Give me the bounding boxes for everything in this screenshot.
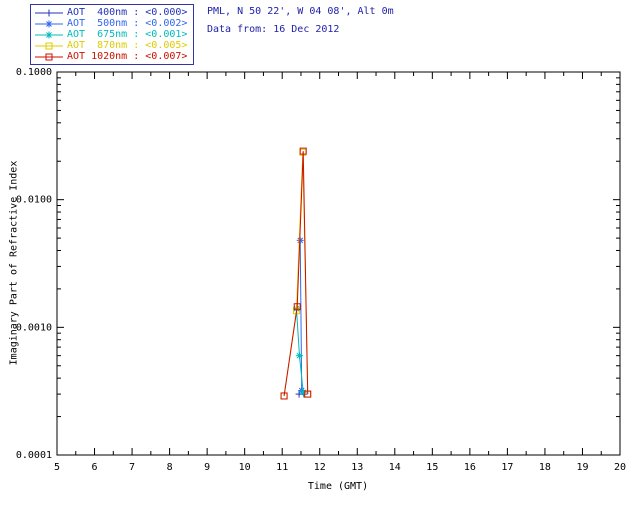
y-tick-label: 0.1000 [16,67,52,78]
series-marker [46,21,52,27]
legend-swatch-400nm [35,9,63,17]
plot-frame [56,71,621,456]
legend-label: AOT 500nm : [67,18,146,29]
x-tick-label: 11 [276,462,288,473]
legend-row-870nm: AOT 870nm : <0.005> [34,40,187,51]
x-tick-label: 13 [351,462,363,473]
series-line-aot-675nm [295,308,304,393]
legend-box: AOT 400nm : <0.000> AOT 500nm : <0.002> … [30,4,195,65]
legend-value: <0.000> [145,7,188,18]
x-tick-label: 6 [92,462,98,473]
series-line-aot-1020nm [283,151,309,397]
x-tick-label: 16 [464,462,476,473]
x-tick-label: 18 [539,462,551,473]
legend-swatch-1020nm [35,53,63,61]
y-tick-label: 0.0001 [16,450,52,461]
x-tick-label: 5 [54,462,60,473]
x-tick-label: 10 [239,462,251,473]
x-tick-label: 14 [389,462,401,473]
legend-row-400nm: AOT 400nm : <0.000> [34,7,187,18]
legend-value: <0.001> [145,29,188,40]
legend-row-1020nm: AOT 1020nm : <0.007> [34,51,187,62]
legend-label: AOT 400nm : [67,7,146,18]
legend-row-500nm: AOT 500nm : <0.002> [34,18,187,29]
x-tick-label: 15 [426,462,438,473]
data-date-text: Data from: 16 Dec 2012 [207,24,340,35]
series-marker [299,147,307,155]
legend-value: <0.002> [145,18,188,29]
x-tick-label: 20 [614,462,626,473]
y-tick-label: 0.0100 [16,195,52,206]
series-marker [304,390,312,398]
legend-swatch-870nm [35,42,63,50]
legend-swatch-500nm [35,20,63,28]
y-axis-label: Imaginary Part of Refractive Index [8,160,20,366]
legend-row-675nm: AOT 675nm : <0.001> [34,29,187,40]
series-marker [296,352,303,359]
x-tick-label: 9 [204,462,210,473]
x-tick-label: 7 [129,462,135,473]
x-axis-label: Time (GMT) [307,481,369,492]
legend-value: <0.005> [145,40,188,51]
y-tick-label: 0.0010 [16,322,52,333]
x-tick-label: 12 [314,462,326,473]
legend-label: AOT 1020nm : [67,51,146,62]
series-line-aot-500nm [299,240,303,391]
plot-header: PML, N 50 22', W 04 08', Alt 0m Data fro… [207,6,394,36]
legend-value: <0.007> [145,51,188,62]
legend-swatch-675nm [35,31,63,39]
x-tick-label: 19 [576,462,588,473]
site-location-text: PML, N 50 22', W 04 08', Alt 0m [207,6,394,17]
legend-label: AOT 675nm : [67,29,146,40]
series-marker [280,392,288,400]
series-marker [293,303,301,311]
x-tick-label: 8 [167,462,173,473]
x-tick-label: 17 [501,462,513,473]
series-marker [45,42,53,50]
series-marker [45,53,53,61]
legend-label: AOT 870nm : [67,40,146,51]
series-marker [46,32,52,38]
